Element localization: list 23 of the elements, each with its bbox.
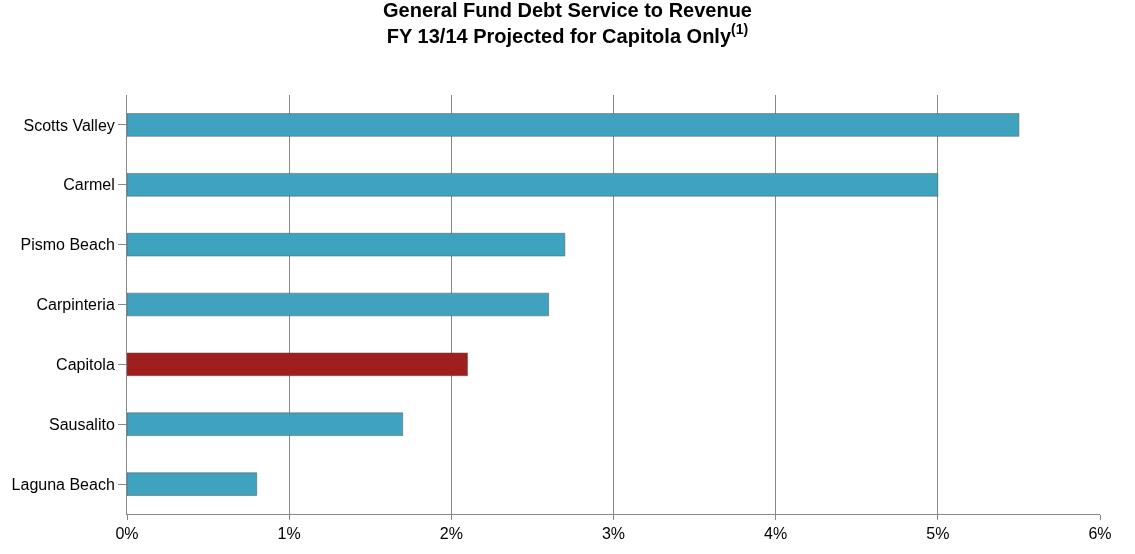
- bar: [127, 472, 257, 496]
- x-tick-label: 3%: [601, 525, 626, 543]
- x-tick-label: 0%: [115, 525, 139, 543]
- x-tick-label: 6%: [1088, 525, 1112, 543]
- chart-subtitle: FY 13/14 Projected for Capitola Only$^{(1)}$: [386, 21, 749, 47]
- bar: [127, 233, 566, 257]
- bar: [127, 292, 549, 317]
- bar: [127, 352, 468, 376]
- chart-title: General Fund Debt Service to Revenue: [383, 0, 752, 21]
- bar: [127, 113, 1020, 137]
- y-tick-label: Scotts Valley: [23, 116, 115, 134]
- y-tick-label: Pismo Beach: [20, 236, 115, 254]
- bar: [127, 412, 403, 436]
- y-tick-label: Sausalito: [48, 415, 115, 433]
- y-tick-label: Carpinteria: [36, 296, 115, 314]
- x-tick-label: 5%: [926, 525, 950, 543]
- y-tick-label: Carmel: [63, 176, 115, 194]
- bar: [127, 173, 939, 197]
- y-tick-label: Capitola: [56, 355, 115, 373]
- x-tick-label: 1%: [277, 525, 301, 543]
- y-tick-label: Laguna Beach: [11, 475, 115, 493]
- x-tick-label: 4%: [764, 525, 788, 543]
- x-tick-label: 2%: [439, 525, 463, 543]
